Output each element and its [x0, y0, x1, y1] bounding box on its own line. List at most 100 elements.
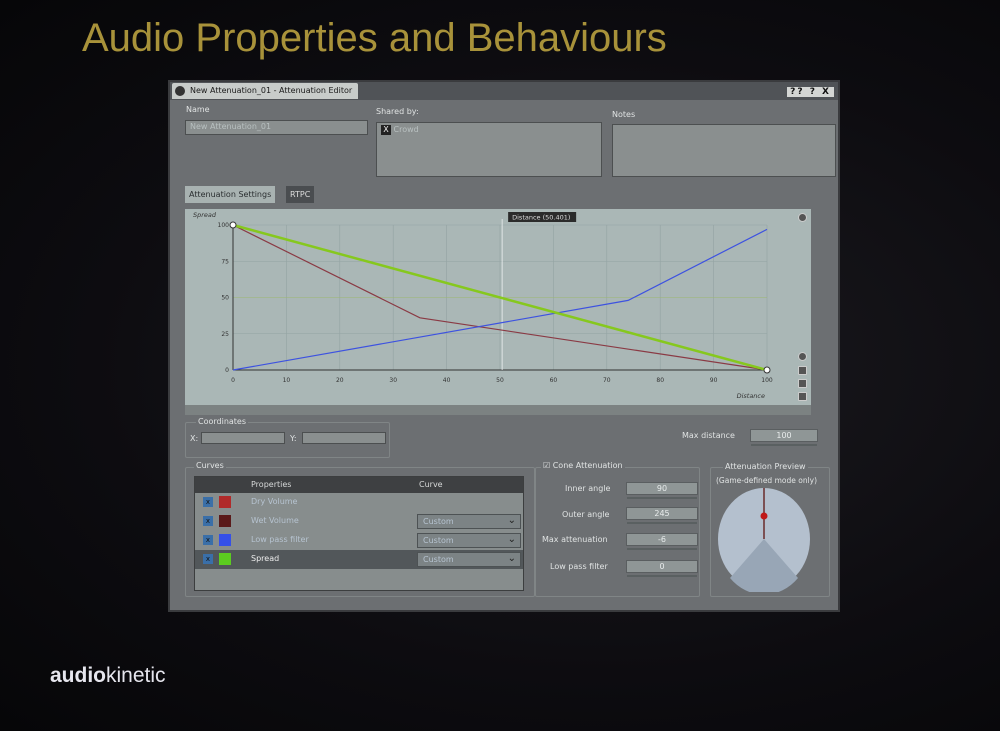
- attenuation-preview-label: Attenuation Preview: [723, 462, 808, 471]
- coordinates-group: [185, 422, 390, 458]
- attenuation-editor-window: New Attenuation_01 - Attenuation Editor …: [168, 80, 840, 612]
- x-tick-label: 40: [443, 377, 451, 384]
- table-row[interactable]: x Low pass filter Custom ⌄: [195, 531, 523, 550]
- curves-label: Curves: [194, 461, 226, 470]
- curve-spread: [232, 223, 768, 372]
- low-pass-filter-input[interactable]: 0: [626, 560, 698, 577]
- outer-angle-input[interactable]: 245: [626, 507, 698, 524]
- app-icon: [175, 86, 185, 96]
- x-axis-label: Distance: [737, 392, 765, 400]
- y-label: Y:: [290, 434, 297, 443]
- scroll-up-icon[interactable]: [798, 213, 807, 222]
- logo-bold: audio: [50, 664, 106, 687]
- y-tick-label: 50: [221, 295, 229, 302]
- curve-point: [763, 366, 771, 374]
- curve-dropdown[interactable]: Custom ⌄: [417, 514, 521, 529]
- y-tick-label: 100: [218, 222, 230, 229]
- color-swatch[interactable]: [219, 515, 231, 527]
- property-name: Low pass filter: [251, 535, 309, 544]
- window-tab[interactable]: New Attenuation_01 - Attenuation Editor: [172, 83, 359, 99]
- zoom-out-icon[interactable]: [798, 392, 807, 401]
- y-tick-label: 75: [221, 258, 229, 265]
- curves-group: [185, 467, 535, 597]
- curve-value: Custom: [423, 517, 454, 526]
- window-title: New Attenuation_01 - Attenuation Editor: [190, 86, 353, 95]
- title-bar: New Attenuation_01 - Attenuation Editor …: [170, 82, 838, 100]
- zoom-fit-icon[interactable]: [798, 379, 807, 388]
- x-icon[interactable]: X: [381, 125, 391, 135]
- x-tick-label: 70: [603, 377, 611, 384]
- property-name: Dry Volume: [251, 497, 298, 506]
- low-pass-filter-label: Low pass filter: [550, 562, 608, 571]
- outer-angle-label: Outer angle: [562, 510, 610, 519]
- notes-label: Notes: [612, 110, 636, 119]
- curve-value: Custom: [423, 555, 454, 564]
- y-tick-label: 0: [225, 367, 229, 374]
- logo-rest: kinetic: [106, 664, 166, 687]
- notes-textarea[interactable]: [612, 124, 836, 177]
- header-properties: Properties: [251, 480, 292, 489]
- coordinates-label: Coordinates: [196, 417, 249, 426]
- curves-table: Properties Curve x Dry Volume x Wet Volume C…: [194, 476, 524, 591]
- curve-low-pass-filter: [232, 228, 768, 371]
- curve-dropdown[interactable]: Custom ⌄: [417, 533, 521, 548]
- x-tick-label: 50: [496, 377, 504, 384]
- curve-dropdown[interactable]: Custom ⌄: [417, 552, 521, 567]
- color-swatch[interactable]: [219, 496, 231, 508]
- color-swatch[interactable]: [219, 534, 231, 546]
- max-distance-label: Max distance: [682, 431, 735, 440]
- table-row[interactable]: x Wet Volume Custom ⌄: [195, 512, 523, 531]
- chevron-down-icon: ⌄: [507, 515, 516, 526]
- scroll-down-icon[interactable]: [798, 352, 807, 361]
- max-attenuation-label: Max attenuation: [542, 535, 608, 544]
- max-attenuation-input[interactable]: -6: [626, 533, 698, 550]
- table-row[interactable]: x Dry Volume: [195, 493, 523, 512]
- chevron-down-icon: ⌄: [507, 534, 516, 545]
- y-input[interactable]: [302, 432, 386, 444]
- color-swatch[interactable]: [219, 553, 231, 565]
- header-curve: Curve: [419, 480, 443, 489]
- x-tick-label: 80: [656, 377, 664, 384]
- cursor-tooltip-bg: [508, 212, 577, 222]
- x-tick-label: 10: [283, 377, 291, 384]
- y-tick-label: 25: [221, 331, 229, 338]
- cone-attenuation-toggle[interactable]: ☑ Cone Attenuation: [541, 461, 625, 470]
- window-buttons[interactable]: ?? ? X: [787, 87, 834, 97]
- x-label: X:: [190, 434, 199, 443]
- y-axis-label: Spread: [193, 211, 217, 219]
- graph-horizontal-scrollbar[interactable]: [185, 405, 811, 415]
- name-input[interactable]: New Attenuation_01: [185, 120, 368, 135]
- inner-angle-input[interactable]: 90: [626, 482, 698, 499]
- graph-svg[interactable]: 0 10 20 30 40 50 60 70 80 90 1000255075100SpreadDi…: [185, 209, 811, 405]
- visibility-checkbox[interactable]: x: [203, 535, 213, 545]
- shared-by-item: Crowd: [393, 125, 419, 134]
- curve-point: [229, 221, 237, 229]
- chevron-down-icon: ⌄: [507, 553, 516, 564]
- attenuation-preview-graphic: [718, 488, 810, 592]
- audiokinetic-logo: audiokinetic: [50, 664, 166, 688]
- x-tick-label: 100: [761, 377, 773, 384]
- tab-rtpc[interactable]: RTPC: [286, 186, 315, 203]
- x-tick-label: 90: [710, 377, 718, 384]
- curve-value: Custom: [423, 536, 454, 545]
- shared-by-list[interactable]: X Crowd: [376, 122, 602, 177]
- x-input[interactable]: [201, 432, 285, 444]
- visibility-checkbox[interactable]: x: [203, 497, 213, 507]
- inner-angle-label: Inner angle: [565, 484, 611, 493]
- max-distance-input[interactable]: 100: [750, 429, 818, 446]
- x-tick-label: 60: [550, 377, 558, 384]
- visibility-checkbox[interactable]: x: [203, 554, 213, 564]
- x-tick-label: 0: [231, 377, 235, 384]
- cone-attenuation-label: Cone Attenuation: [552, 461, 623, 470]
- tab-attenuation-settings[interactable]: Attenuation Settings: [185, 186, 276, 203]
- property-name: Spread: [251, 554, 280, 563]
- table-header: Properties Curve: [195, 477, 523, 493]
- property-name: Wet Volume: [251, 516, 299, 525]
- zoom-in-icon[interactable]: [798, 366, 807, 375]
- visibility-checkbox[interactable]: x: [203, 516, 213, 526]
- slide-title: Audio Properties and Behaviours: [82, 16, 667, 60]
- table-row[interactable]: x Spread Custom ⌄: [195, 550, 523, 569]
- attenuation-graph[interactable]: 0 10 20 30 40 50 60 70 80 90 100 0 25 50 75 100 Spread Di…: [185, 209, 811, 405]
- name-label: Name: [186, 105, 210, 114]
- shared-by-label: Shared by:: [376, 107, 419, 116]
